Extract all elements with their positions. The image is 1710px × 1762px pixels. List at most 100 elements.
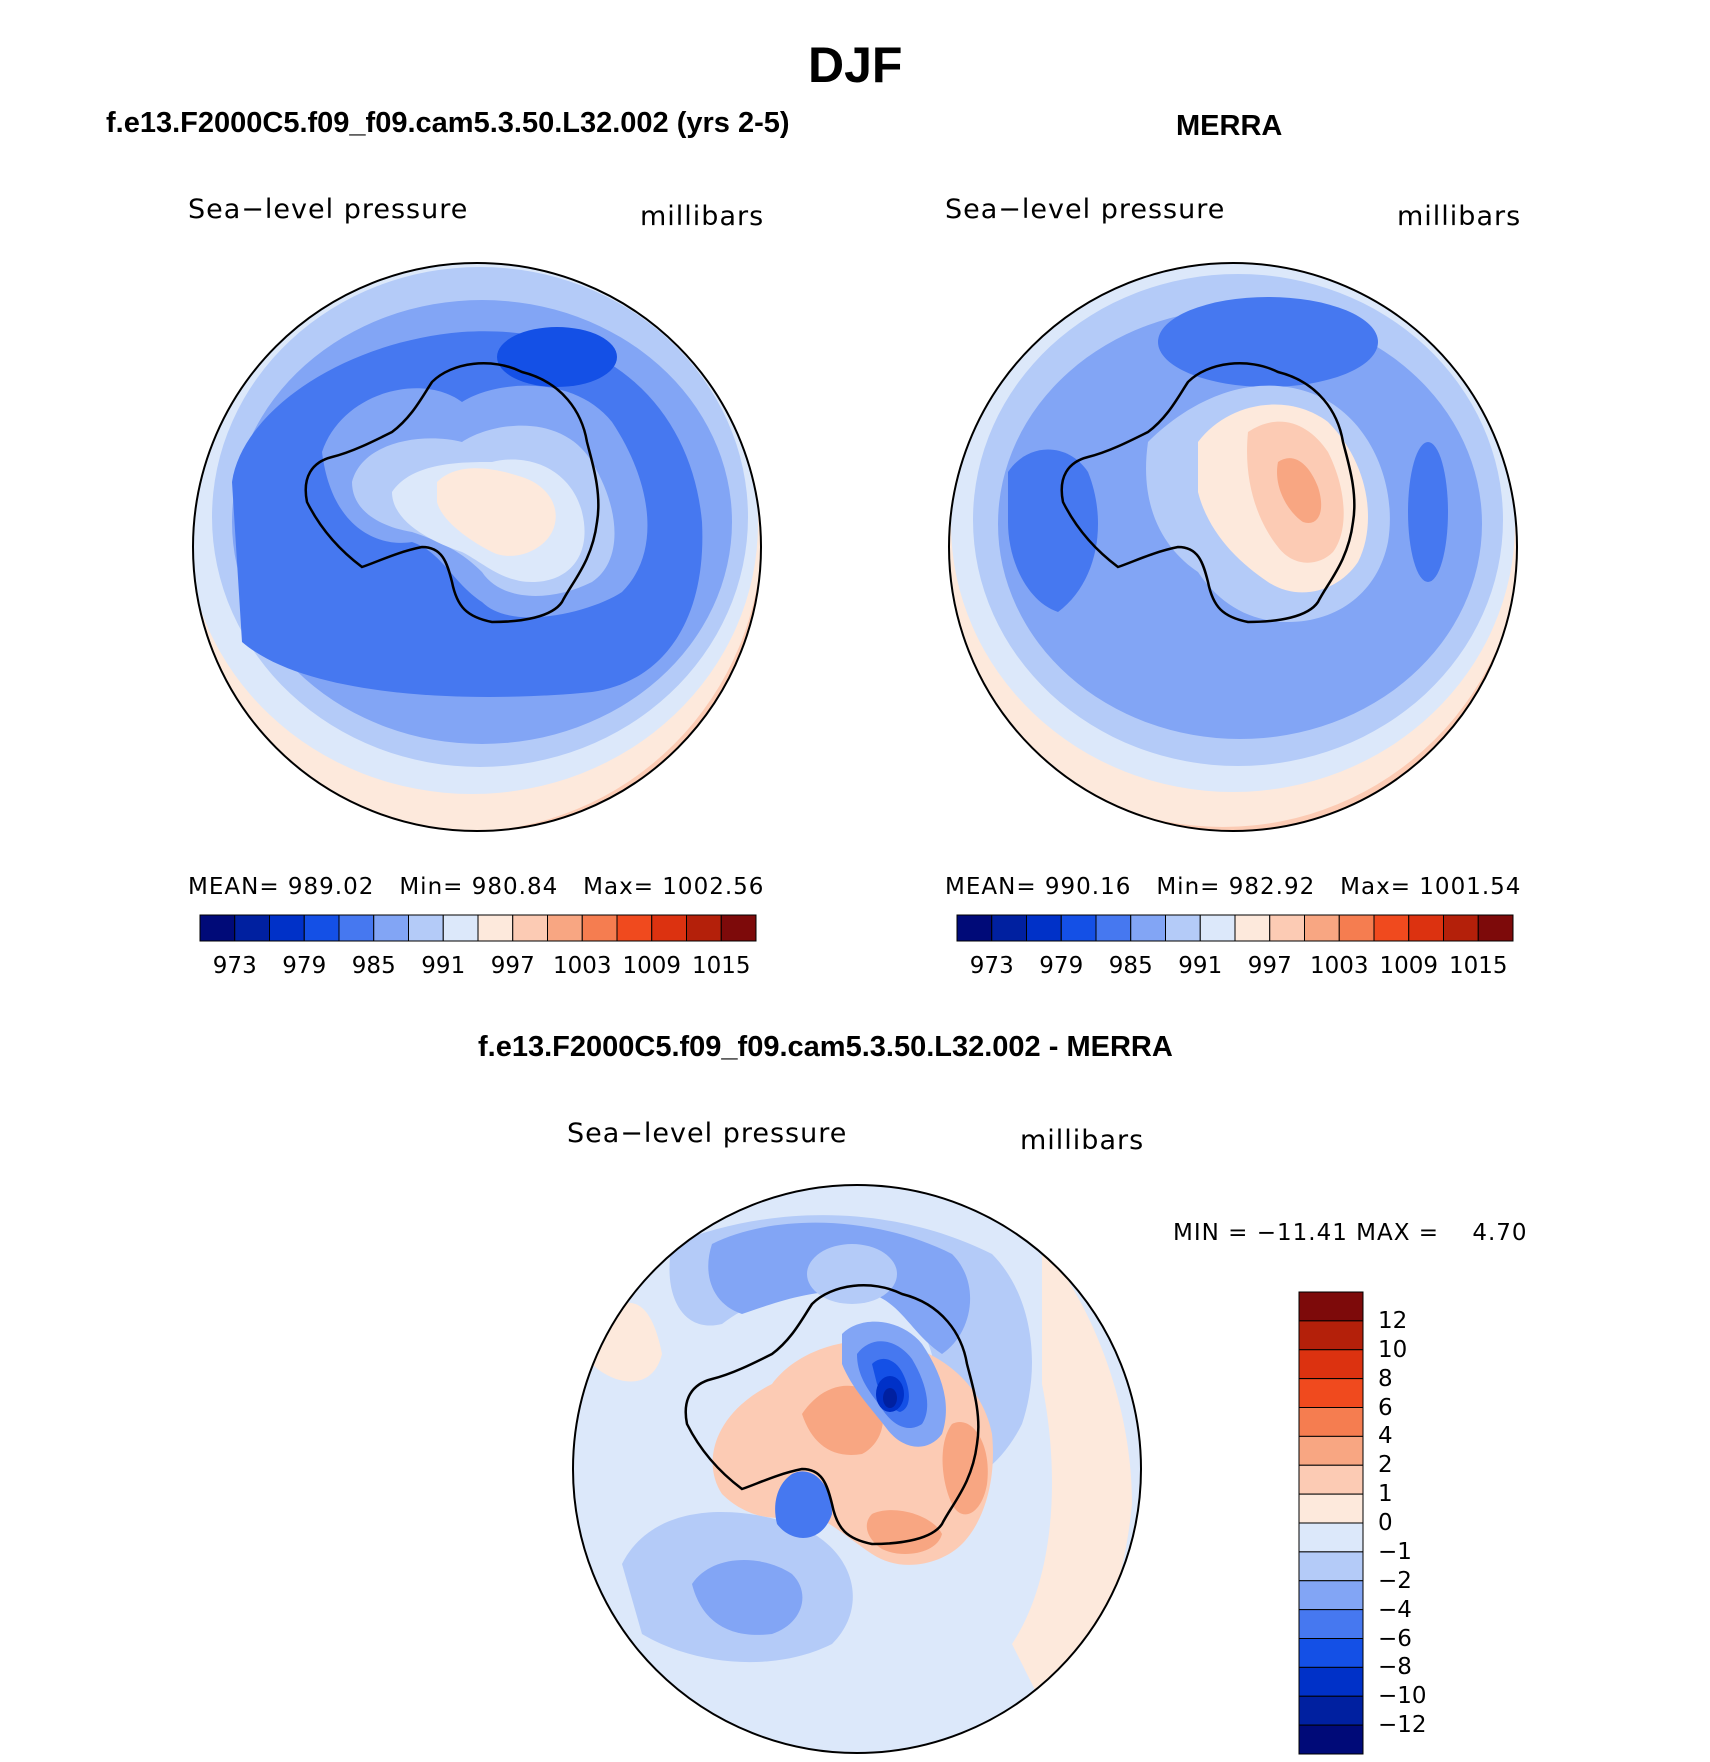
right-mean-value: 990.16 bbox=[1044, 874, 1132, 900]
diff-colorbar-swatch bbox=[1298, 1724, 1364, 1755]
left-colorbar-swatch bbox=[408, 914, 444, 942]
left-max-label: Max= bbox=[583, 874, 654, 900]
diff-colorbar-tick-label: 0 bbox=[1378, 1510, 1393, 1536]
diff-colorbar-swatch bbox=[1298, 1435, 1364, 1466]
right-colorbar-swatch bbox=[1269, 914, 1305, 942]
right-colorbar-tick-label: 1009 bbox=[1379, 953, 1439, 979]
right-colorbar-swatch bbox=[1026, 914, 1062, 942]
right-colorbar-swatch bbox=[1477, 914, 1514, 942]
right-colorbar-tick-label: 979 bbox=[1039, 953, 1084, 979]
diff-variable-label: Sea−level pressure bbox=[567, 1118, 848, 1149]
right-colorbar-tick-label: 1015 bbox=[1448, 953, 1508, 979]
diff-colorbar-swatch bbox=[1298, 1291, 1364, 1322]
right-case-title: MERRA bbox=[1176, 110, 1283, 142]
right-max-label: Max= bbox=[1340, 874, 1411, 900]
diff-colorbar-tick-label: 4 bbox=[1378, 1423, 1393, 1450]
left-min-value: 980.84 bbox=[471, 874, 559, 900]
left-colorbar-tick-label: 1003 bbox=[552, 953, 612, 979]
diff-colorbar-swatch bbox=[1298, 1666, 1364, 1697]
right-colorbar-tick-label: 1003 bbox=[1309, 953, 1369, 979]
right-colorbar bbox=[956, 914, 1514, 942]
left-colorbar-tick-label: 1015 bbox=[691, 953, 751, 979]
diff-colorbar-swatch bbox=[1298, 1580, 1364, 1611]
left-colorbar-ticks: 973 979 985 991 997 1003 1009 1015 bbox=[200, 953, 756, 983]
right-colorbar-swatch bbox=[1373, 914, 1410, 942]
diff-colorbar bbox=[1298, 1291, 1364, 1755]
left-colorbar-swatch bbox=[234, 914, 270, 942]
left-colorbar bbox=[199, 914, 757, 942]
diff-case-title: f.e13.F2000C5.f09_f09.cam5.3.50.L32.002 … bbox=[478, 1031, 1173, 1063]
left-mean-label: MEAN= bbox=[188, 874, 280, 900]
left-min-label: Min= bbox=[399, 874, 464, 900]
right-min-label: Min= bbox=[1156, 874, 1221, 900]
right-colorbar-swatch bbox=[1304, 914, 1340, 942]
left-variable-label: Sea−level pressure bbox=[188, 194, 469, 225]
diff-units-label: millibars bbox=[1020, 1125, 1145, 1156]
diff-colorbar-tick-label: −12 bbox=[1378, 1712, 1427, 1739]
right-colorbar-tick-label: 991 bbox=[1178, 953, 1223, 979]
left-max-value: 1002.56 bbox=[662, 874, 765, 900]
right-colorbar-tick-label: 973 bbox=[969, 953, 1014, 979]
diff-colorbar-tick-label: 1 bbox=[1378, 1481, 1393, 1508]
right-colorbar-swatch bbox=[1234, 914, 1271, 942]
left-colorbar-swatch bbox=[199, 914, 236, 942]
right-colorbar-swatch bbox=[1199, 914, 1236, 942]
left-colorbar-tick-label: 997 bbox=[490, 953, 535, 979]
left-colorbar-swatch bbox=[512, 914, 548, 942]
diff-colorbar-tick-label: −1 bbox=[1378, 1538, 1412, 1565]
diff-polar-map bbox=[572, 1184, 1142, 1754]
left-colorbar-swatch bbox=[442, 914, 479, 942]
right-colorbar-tick-label: 997 bbox=[1247, 953, 1292, 979]
diff-colorbar-tick-label: −8 bbox=[1378, 1654, 1412, 1681]
diff-colorbar-tick-label: 8 bbox=[1378, 1365, 1393, 1392]
diff-colorbar-swatch bbox=[1298, 1638, 1364, 1668]
left-colorbar-swatch bbox=[581, 914, 618, 942]
right-colorbar-swatch bbox=[1095, 914, 1132, 942]
diff-colorbar-swatch bbox=[1298, 1349, 1364, 1380]
left-colorbar-swatch bbox=[720, 914, 757, 942]
left-colorbar-swatch bbox=[547, 914, 583, 942]
left-mean-value: 989.02 bbox=[287, 874, 375, 900]
left-case-title: f.e13.F2000C5.f09_f09.cam5.3.50.L32.002 … bbox=[106, 107, 790, 139]
diff-colorbar-swatch bbox=[1298, 1522, 1364, 1553]
diff-colorbar-swatch bbox=[1298, 1320, 1364, 1351]
diff-colorbar-tick-label: 2 bbox=[1378, 1452, 1393, 1479]
left-colorbar-swatch bbox=[303, 914, 340, 942]
right-colorbar-swatch bbox=[956, 914, 993, 942]
diff-colorbar-tick-label: −4 bbox=[1378, 1596, 1412, 1623]
left-colorbar-swatch bbox=[373, 914, 409, 942]
diff-colorbar-tick-label: −2 bbox=[1378, 1567, 1412, 1594]
left-colorbar-tick-label: 991 bbox=[421, 953, 466, 979]
left-colorbar-swatch bbox=[338, 914, 375, 942]
right-units-label: millibars bbox=[1397, 201, 1522, 232]
diff-colorbar-tick-label: −6 bbox=[1378, 1625, 1412, 1652]
right-colorbar-ticks: 973 979 985 991 997 1003 1009 1015 bbox=[957, 953, 1513, 983]
right-colorbar-tick-label: 985 bbox=[1108, 953, 1153, 979]
diff-colorbar-tick-label: 12 bbox=[1378, 1307, 1408, 1334]
right-stats: MEAN= 990.16 Min= 982.92 Max= 1001.54 bbox=[945, 874, 1521, 900]
diff-colorbar-tick-label: −10 bbox=[1378, 1683, 1427, 1710]
page-title: DJF bbox=[808, 37, 903, 93]
right-colorbar-swatch bbox=[991, 914, 1027, 942]
diff-colorbar-ticks: 12 10 8 6 4 2 1 0 −1 −2 −4 −6 −8 −10 −12 bbox=[1378, 1291, 1438, 1755]
left-colorbar-tick-label: 979 bbox=[282, 953, 327, 979]
right-colorbar-swatch bbox=[1165, 914, 1201, 942]
left-colorbar-swatch bbox=[616, 914, 653, 942]
left-colorbar-tick-label: 985 bbox=[351, 953, 396, 979]
diff-colorbar-tick-label: 10 bbox=[1378, 1336, 1408, 1363]
left-colorbar-swatch bbox=[269, 914, 305, 942]
left-polar-map bbox=[192, 262, 762, 832]
right-colorbar-swatch bbox=[1408, 914, 1444, 942]
diff-colorbar-swatch bbox=[1298, 1464, 1364, 1495]
left-colorbar-swatch bbox=[651, 914, 687, 942]
right-colorbar-swatch bbox=[1060, 914, 1097, 942]
left-colorbar-tick-label: 1009 bbox=[622, 953, 682, 979]
diff-colorbar-swatch bbox=[1298, 1493, 1364, 1524]
left-colorbar-swatch bbox=[686, 914, 722, 942]
diff-colorbar-swatch bbox=[1298, 1551, 1364, 1582]
right-mean-label: MEAN= bbox=[945, 874, 1037, 900]
right-colorbar-swatch bbox=[1338, 914, 1375, 942]
left-colorbar-tick-label: 973 bbox=[212, 953, 257, 979]
right-variable-label: Sea−level pressure bbox=[945, 194, 1226, 225]
right-polar-map bbox=[948, 262, 1518, 832]
